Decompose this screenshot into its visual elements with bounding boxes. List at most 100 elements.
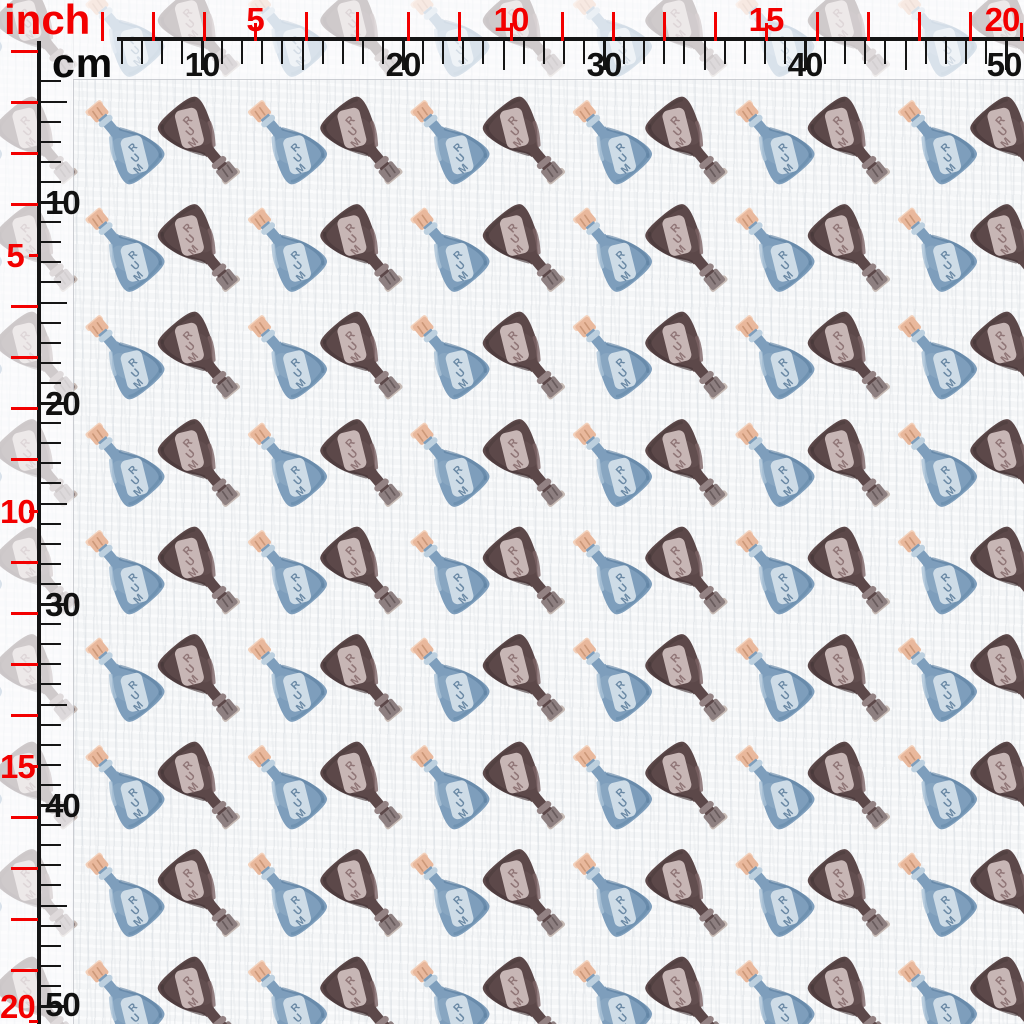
rum-bottle-blue: RUM [897, 207, 977, 292]
inch-number: 20 [984, 1, 1021, 38]
rum-bottle-brown: RUM [157, 96, 241, 185]
cm-tick [40, 905, 67, 907]
cm-tick [261, 41, 263, 64]
rum-bottle-brown: RUM [970, 96, 1024, 171]
rum-bottle-blue: RUM [735, 207, 815, 292]
rum-bottle-blue: RUM [735, 100, 815, 185]
cm-tick [744, 41, 746, 64]
left-ruler-baseline [37, 41, 41, 1024]
cm-tick [181, 41, 183, 64]
cm-tick [40, 623, 61, 625]
cm-tick [663, 41, 665, 64]
cm-tick [40, 985, 61, 987]
rum-bottle-blue: RUM [897, 530, 977, 615]
cm-tick [40, 804, 67, 807]
cm-tick [40, 121, 61, 123]
rum-bottle-blue: RUM [247, 637, 327, 722]
rum-bottle-brown: RUM [157, 634, 241, 722]
rum-bottle-blue: RUM [572, 100, 652, 185]
rum-bottle-blue: RUM [572, 315, 652, 400]
cm-tick [563, 41, 565, 64]
rum-bottle-blue: RUM [85, 315, 165, 400]
inch-tick-major [1020, 23, 1023, 41]
cm-tick [382, 41, 384, 64]
rum-bottle-brown: RUM [807, 311, 891, 400]
rum-bottle-brown: RUM [807, 419, 891, 507]
cm-number: 10 [45, 184, 81, 221]
cm-tick [804, 41, 807, 70]
cm-tick [482, 41, 484, 64]
rum-bottle-blue: RUM [247, 745, 327, 830]
inch-tick [11, 101, 38, 104]
rum-bottle-brown: RUM [320, 956, 401, 1024]
rum-bottle-blue: RUM [897, 422, 977, 507]
cm-tick [905, 41, 907, 70]
rum-bottle-blue: RUM [85, 852, 165, 937]
cm-tick [1005, 41, 1008, 70]
rum-bottle-brown: RUM [157, 741, 241, 830]
rum-bottle-blue: RUM [897, 637, 977, 722]
cm-tick [40, 925, 61, 927]
rum-bottle-blue: RUM [247, 100, 327, 185]
cm-tick [40, 181, 61, 183]
rum-bottle-brown: RUM [482, 526, 566, 615]
rum-bottle-brown: RUM [157, 526, 241, 615]
rum-bottle-blue: RUM [85, 637, 165, 722]
cm-tick [40, 603, 67, 606]
cm-tick [362, 41, 364, 64]
cm-tick [40, 784, 61, 786]
rum-bottle-blue: RUM [247, 422, 327, 507]
cm-tick [945, 41, 947, 64]
rum-bottle-brown: RUM [970, 741, 1024, 816]
inch-number: 15 [0, 748, 36, 785]
cm-tick [40, 543, 61, 545]
cm-tick [121, 41, 123, 64]
cm-number: 40 [45, 787, 81, 824]
rum-bottle-brown: RUM [157, 956, 238, 1024]
rum-bottle-brown: RUM [482, 956, 563, 1024]
rum-bottle-blue: RUM [572, 637, 652, 722]
cm-tick [241, 41, 243, 64]
rum-bottle-brown: RUM [645, 526, 728, 615]
cm-number: 30 [45, 586, 81, 623]
cm-tick [523, 41, 525, 64]
rum-bottle-brown: RUM [157, 849, 241, 937]
cm-number: 20 [45, 385, 81, 422]
rum-bottle-brown: RUM [645, 741, 728, 830]
cm-tick [704, 41, 706, 70]
cm-tick [40, 80, 61, 82]
rum-bottle-brown: RUM [320, 96, 403, 185]
rum-bottle-brown: RUM [482, 419, 566, 507]
cm-tick [40, 1005, 67, 1008]
rum-bottle-brown: RUM [645, 96, 728, 185]
cm-tick [603, 41, 606, 70]
cm-tick [40, 563, 61, 565]
rum-bottle-blue: RUM [735, 530, 815, 615]
rum-bottle-brown: RUM [320, 526, 403, 615]
rum-bottle-blue: RUM [735, 745, 815, 830]
inch-tick [816, 12, 819, 41]
rum-bottle-blue: RUM [85, 100, 165, 185]
rum-bottle-blue: RUM [572, 960, 652, 1024]
rum-bottle-blue: RUM [735, 960, 815, 1024]
rum-bottle-blue: RUM [85, 422, 165, 507]
cm-tick [40, 302, 67, 304]
inch-tick-major [765, 23, 768, 41]
inch-tick-major [29, 510, 38, 513]
cm-tick [40, 101, 67, 103]
inch-tick [356, 12, 359, 41]
rum-bottle-brown: RUM [645, 419, 728, 507]
rum-bottle-blue: RUM [897, 745, 977, 830]
inch-tick [11, 714, 38, 717]
cm-tick [161, 41, 163, 64]
cm-tick [965, 41, 967, 64]
cm-tick [925, 41, 927, 64]
rum-bottle-blue: RUM [247, 207, 327, 292]
rum-bottle-blue: RUM [410, 422, 490, 507]
inch-tick [11, 50, 38, 53]
cm-tick [985, 41, 987, 64]
rum-bottle-brown: RUM [807, 956, 888, 1024]
inch-tick [11, 152, 38, 155]
inch-tick [11, 816, 38, 819]
inch-unit-label: inch [4, 0, 91, 43]
